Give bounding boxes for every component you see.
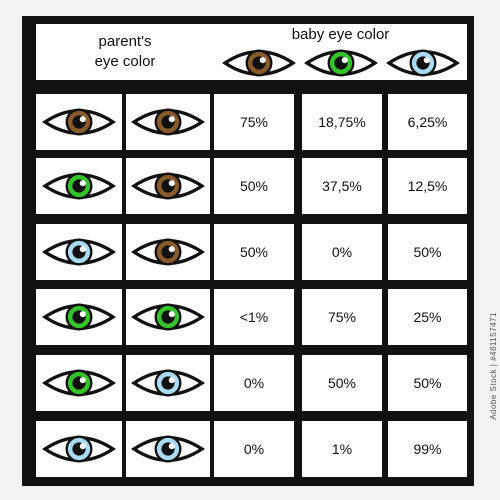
blue-eye-icon: [40, 432, 118, 466]
probability-cell: 50%: [214, 224, 294, 280]
baby-eye-color-header: baby eye color: [214, 24, 467, 80]
probability-cell: 50%: [388, 355, 467, 411]
probability-value: 0%: [243, 375, 265, 391]
probability-cell: 75%: [214, 94, 294, 150]
parent-eye-cell: [36, 421, 122, 477]
brown-eye-icon: [129, 169, 207, 203]
brown-eye-icon: [129, 105, 207, 139]
probability-value: 12,5%: [407, 178, 448, 194]
probability-value: 37,5%: [322, 178, 362, 194]
brown-eye-icon: [220, 46, 298, 80]
probability-value: 50%: [239, 178, 269, 194]
parent-eye-cell: [126, 158, 210, 214]
probability-value: 6,25%: [407, 114, 448, 130]
parent-eye-cell: [36, 158, 122, 214]
probability-cell: 0%: [214, 355, 294, 411]
brown-eye-icon: [40, 105, 118, 139]
probability-cell: 6,25%: [388, 94, 467, 150]
probability-value: 18,75%: [318, 114, 366, 130]
blue-eye-icon: [129, 366, 207, 400]
probability-cell: 50%: [388, 224, 467, 280]
green-eye-icon: [40, 366, 118, 400]
probability-cell: <1%: [214, 289, 294, 345]
green-eye-icon: [302, 46, 380, 80]
probability-value: 25%: [413, 309, 442, 325]
probability-value: 50%: [239, 244, 269, 260]
probability-cell: 75%: [302, 289, 382, 345]
probability-value: 75%: [239, 114, 269, 130]
probability-value: 50%: [327, 375, 357, 391]
probability-cell: 50%: [302, 355, 382, 411]
green-eye-icon: [129, 300, 207, 334]
probability-value: 75%: [327, 309, 357, 325]
probability-cell: 25%: [388, 289, 467, 345]
probability-cell: 12,5%: [388, 158, 467, 214]
stock-watermark: Adobe Stock | #481157471: [489, 312, 498, 420]
parent-eye-cell: [36, 355, 122, 411]
baby-header-title: baby eye color: [291, 26, 390, 43]
parent-eye-cell: [126, 224, 210, 280]
probability-cell: 1%: [302, 421, 382, 477]
parent-eye-cell: [126, 94, 210, 150]
probability-cell: 0%: [302, 224, 382, 280]
probability-value: 50%: [413, 375, 442, 391]
blue-eye-icon: [384, 46, 462, 80]
parent-eye-cell: [126, 289, 210, 345]
probability-value: 0%: [331, 244, 353, 260]
parents-eye-color-header: parent's eye color: [36, 24, 214, 80]
baby-eye-icons: [220, 46, 462, 80]
green-eye-icon: [40, 169, 118, 203]
probability-value: 1%: [331, 441, 353, 457]
probability-value: 0%: [243, 441, 265, 457]
probability-cell: 37,5%: [302, 158, 382, 214]
probability-cell: 0%: [214, 421, 294, 477]
probability-value: <1%: [239, 309, 269, 325]
eye-color-table: parent's eye color baby eye color 75% 18,…: [22, 16, 474, 486]
brown-eye-icon: [129, 235, 207, 269]
probability-value: 99%: [413, 441, 442, 457]
blue-eye-icon: [129, 432, 207, 466]
parent-eye-cell: [36, 94, 122, 150]
parent-eye-cell: [36, 224, 122, 280]
parents-header-line1: parent's: [98, 33, 152, 50]
probability-value: 50%: [413, 244, 442, 260]
green-eye-icon: [40, 300, 118, 334]
probability-cell: 50%: [214, 158, 294, 214]
parent-eye-cell: [126, 421, 210, 477]
probability-cell: 99%: [388, 421, 467, 477]
probability-cell: 18,75%: [302, 94, 382, 150]
blue-eye-icon: [40, 235, 118, 269]
parent-eye-cell: [126, 355, 210, 411]
parent-eye-cell: [36, 289, 122, 345]
parents-header-line2: eye color: [94, 53, 156, 70]
